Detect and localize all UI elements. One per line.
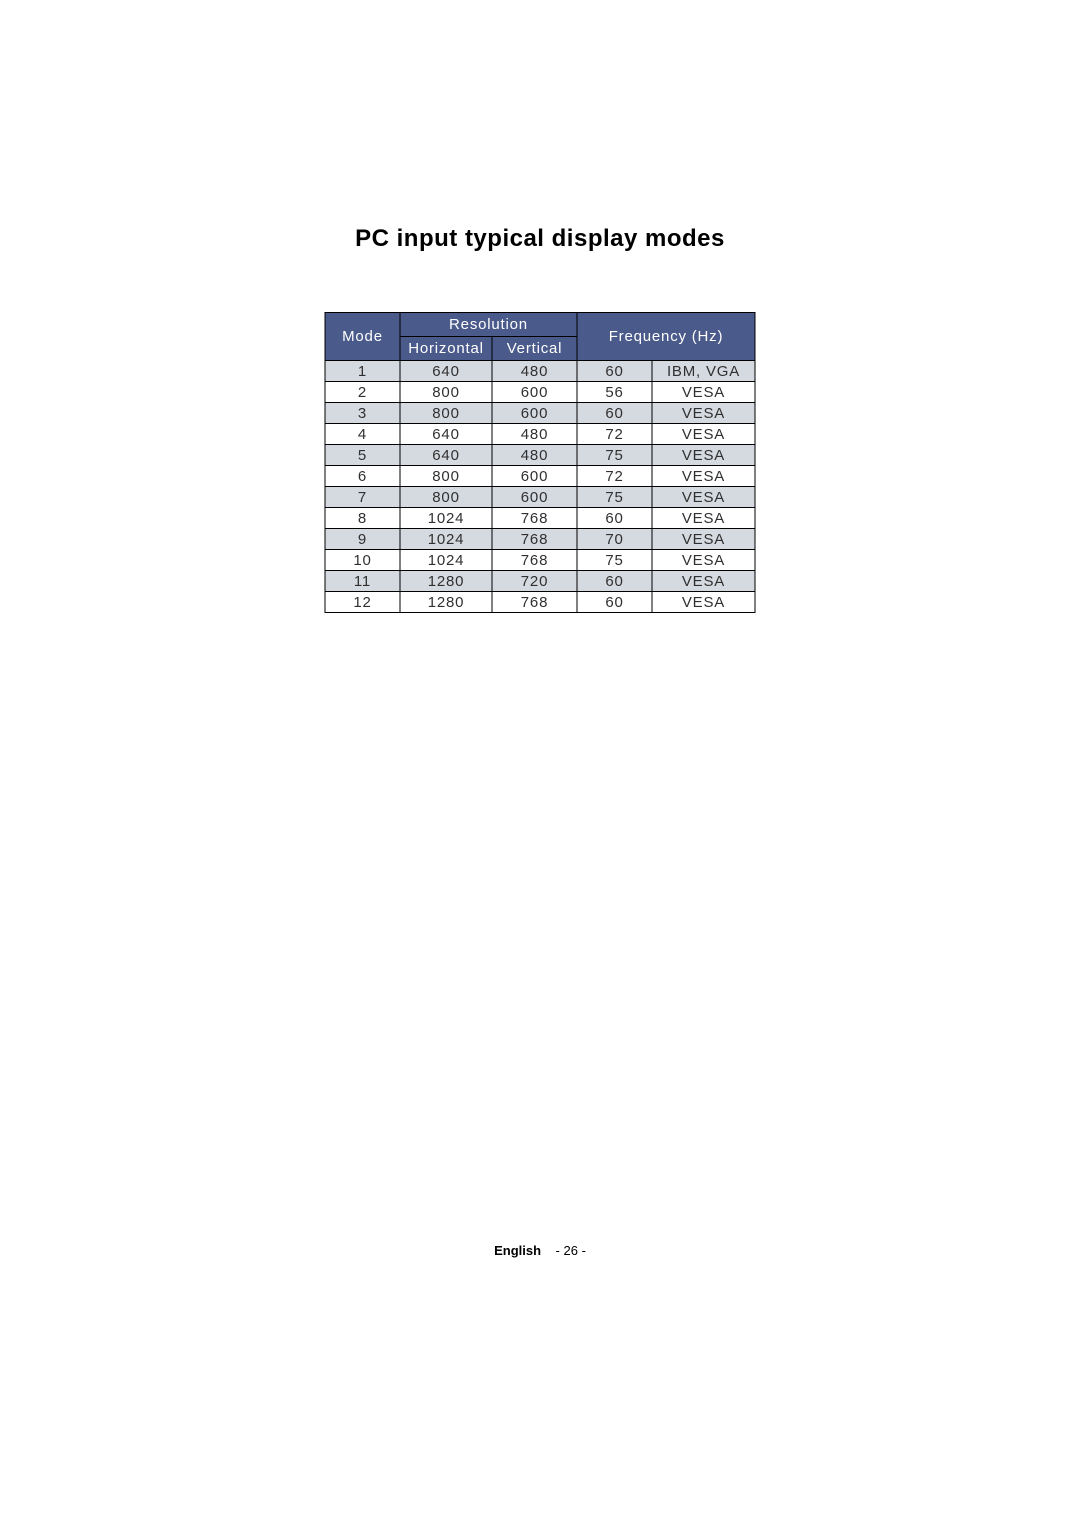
- header-frequency: Frequency (Hz): [577, 313, 755, 361]
- cell-horizontal: 1024: [400, 550, 492, 571]
- cell-frequency: 60: [577, 403, 652, 424]
- footer-page-sep-right: -: [578, 1243, 586, 1258]
- cell-standard: VESA: [652, 592, 755, 613]
- table-row: 464048072VESA: [325, 424, 755, 445]
- table-head: Mode Resolution Frequency (Hz) Horizonta…: [325, 313, 755, 361]
- table-row: 8102476860VESA: [325, 508, 755, 529]
- cell-mode: 1: [325, 361, 400, 382]
- cell-standard: VESA: [652, 445, 755, 466]
- cell-mode: 7: [325, 487, 400, 508]
- cell-mode: 3: [325, 403, 400, 424]
- cell-mode: 9: [325, 529, 400, 550]
- cell-horizontal: 800: [400, 487, 492, 508]
- table-row: 280060056VESA: [325, 382, 755, 403]
- cell-horizontal: 800: [400, 466, 492, 487]
- cell-frequency: 75: [577, 550, 652, 571]
- cell-standard: VESA: [652, 508, 755, 529]
- cell-standard: VESA: [652, 529, 755, 550]
- cell-standard: VESA: [652, 466, 755, 487]
- cell-vertical: 600: [492, 403, 577, 424]
- footer-sep: [545, 1243, 552, 1258]
- cell-frequency: 60: [577, 361, 652, 382]
- cell-standard: VESA: [652, 571, 755, 592]
- cell-mode: 10: [325, 550, 400, 571]
- cell-horizontal: 1024: [400, 508, 492, 529]
- cell-vertical: 480: [492, 445, 577, 466]
- cell-frequency: 60: [577, 508, 652, 529]
- cell-standard: IBM, VGA: [652, 361, 755, 382]
- page-footer: English - 26 -: [0, 1243, 1080, 1258]
- cell-vertical: 480: [492, 361, 577, 382]
- cell-vertical: 768: [492, 529, 577, 550]
- cell-standard: VESA: [652, 424, 755, 445]
- display-modes-table-wrap: Mode Resolution Frequency (Hz) Horizonta…: [325, 312, 756, 613]
- cell-mode: 2: [325, 382, 400, 403]
- table-row: 12128076860VESA: [325, 592, 755, 613]
- cell-vertical: 720: [492, 571, 577, 592]
- table-body: 164048060IBM, VGA280060056VESA380060060V…: [325, 361, 755, 613]
- table-row: 780060075VESA: [325, 487, 755, 508]
- page-title: PC input typical display modes: [0, 225, 1080, 253]
- cell-vertical: 600: [492, 466, 577, 487]
- header-resolution: Resolution: [400, 313, 577, 337]
- cell-horizontal: 1280: [400, 571, 492, 592]
- display-modes-table: Mode Resolution Frequency (Hz) Horizonta…: [325, 312, 756, 613]
- cell-vertical: 768: [492, 592, 577, 613]
- cell-standard: VESA: [652, 550, 755, 571]
- cell-vertical: 480: [492, 424, 577, 445]
- table-row: 164048060IBM, VGA: [325, 361, 755, 382]
- cell-frequency: 72: [577, 466, 652, 487]
- cell-horizontal: 640: [400, 445, 492, 466]
- cell-frequency: 75: [577, 445, 652, 466]
- cell-frequency: 56: [577, 382, 652, 403]
- table-row: 9102476870VESA: [325, 529, 755, 550]
- cell-vertical: 600: [492, 487, 577, 508]
- cell-vertical: 768: [492, 508, 577, 529]
- cell-frequency: 60: [577, 592, 652, 613]
- cell-mode: 5: [325, 445, 400, 466]
- cell-frequency: 72: [577, 424, 652, 445]
- cell-mode: 12: [325, 592, 400, 613]
- cell-mode: 8: [325, 508, 400, 529]
- cell-horizontal: 640: [400, 424, 492, 445]
- cell-vertical: 768: [492, 550, 577, 571]
- footer-language: English: [494, 1243, 541, 1258]
- cell-horizontal: 1280: [400, 592, 492, 613]
- cell-horizontal: 1024: [400, 529, 492, 550]
- cell-horizontal: 800: [400, 382, 492, 403]
- table-row: 564048075VESA: [325, 445, 755, 466]
- cell-standard: VESA: [652, 487, 755, 508]
- header-vertical: Vertical: [492, 337, 577, 361]
- page: PC input typical display modes Mode Reso…: [0, 0, 1080, 1527]
- table-row: 380060060VESA: [325, 403, 755, 424]
- table-row: 10102476875VESA: [325, 550, 755, 571]
- header-horizontal: Horizontal: [400, 337, 492, 361]
- cell-standard: VESA: [652, 382, 755, 403]
- cell-mode: 4: [325, 424, 400, 445]
- cell-mode: 11: [325, 571, 400, 592]
- table-row: 680060072VESA: [325, 466, 755, 487]
- cell-horizontal: 800: [400, 403, 492, 424]
- cell-frequency: 70: [577, 529, 652, 550]
- cell-vertical: 600: [492, 382, 577, 403]
- cell-frequency: 75: [577, 487, 652, 508]
- cell-mode: 6: [325, 466, 400, 487]
- cell-frequency: 60: [577, 571, 652, 592]
- header-row-1: Mode Resolution Frequency (Hz): [325, 313, 755, 337]
- footer-page-number: 26: [563, 1243, 577, 1258]
- cell-standard: VESA: [652, 403, 755, 424]
- table-row: 11128072060VESA: [325, 571, 755, 592]
- header-mode: Mode: [325, 313, 400, 361]
- cell-horizontal: 640: [400, 361, 492, 382]
